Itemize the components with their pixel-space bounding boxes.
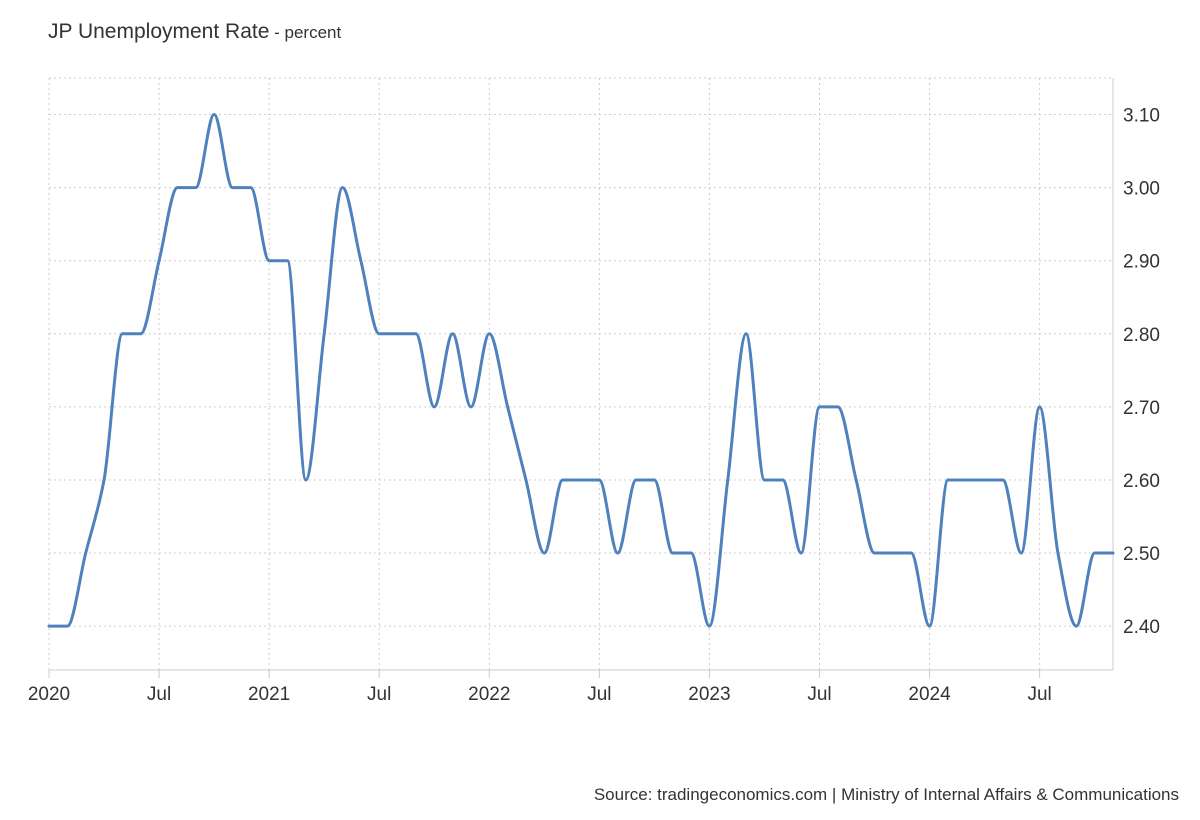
y-tick-label: 2.70 [1123,398,1160,419]
x-tick-label: 2024 [908,684,951,705]
y-tick-label: 3.10 [1123,106,1160,127]
chart-title: JP Unemployment Rate [48,20,270,43]
y-tick-label: 2.60 [1123,471,1160,492]
chart-subtitle: - percent [269,23,342,42]
y-tick-label: 2.80 [1123,325,1160,346]
x-tick-label: Jul [147,684,171,705]
x-tick-label: 2021 [248,684,290,705]
x-tick-label: 2020 [28,684,70,705]
source-note: Source: tradingeconomics.com | Ministry … [593,785,1179,804]
x-tick-label: Jul [367,684,391,705]
x-tick-label: Jul [587,684,611,705]
series-line [47,113,1115,628]
x-tick-label: 2022 [468,684,510,705]
chart-title-row: JP Unemployment Rate - percent [48,20,341,44]
y-tick-label: 3.00 [1123,179,1160,200]
x-tick-label: Jul [1027,684,1051,705]
x-tick-label: 2023 [688,684,730,705]
y-tick-label: 2.50 [1123,544,1160,565]
y-tick-label: 2.40 [1123,617,1160,638]
y-tick-label: 2.90 [1123,252,1160,273]
x-tick-label: Jul [807,684,831,705]
